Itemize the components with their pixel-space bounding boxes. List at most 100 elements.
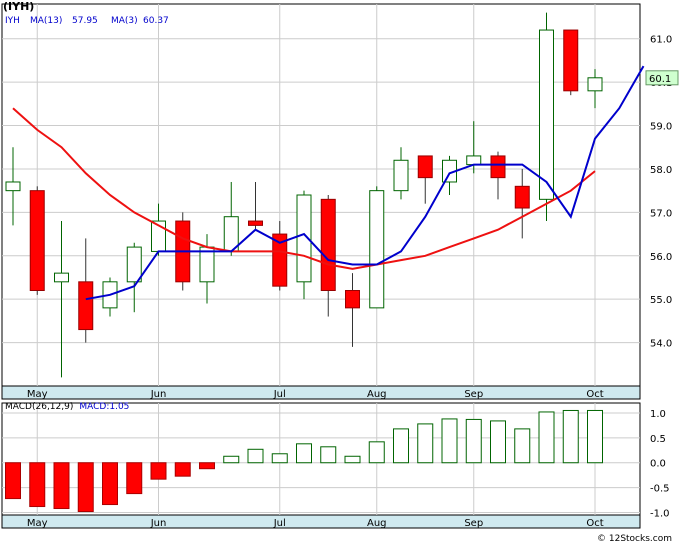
candle-body	[5, 181, 21, 192]
candle	[126, 242, 142, 313]
macd-bar	[417, 423, 434, 464]
candle-body	[466, 155, 482, 166]
legend-ma3-value: 60.37	[143, 16, 169, 26]
ticker-label: (IYH)	[3, 0, 35, 13]
legend-ma13-value: 57.95	[72, 16, 98, 26]
candle	[54, 221, 69, 378]
macd-y-tick-label: -1.0	[650, 509, 670, 520]
candle-body	[514, 185, 530, 209]
candle	[417, 155, 433, 204]
candle	[514, 168, 530, 239]
price-x-tick-label: Sep	[464, 389, 483, 400]
candle	[320, 195, 336, 317]
price-x-tick-label: Jul	[273, 389, 286, 400]
legend-symbol: IYH	[5, 16, 20, 26]
macd-x-axis-band	[1, 514, 641, 529]
macd-bar	[53, 462, 70, 510]
candle-body	[78, 281, 94, 331]
macd-bar	[490, 420, 506, 464]
macd-legend: MACD(26,12,9) MACD:1.05	[5, 402, 129, 412]
macd-legend-value: MACD:1.05	[79, 402, 130, 412]
macd-y-tick-label: 0.5	[650, 434, 666, 445]
macd-bar	[368, 441, 385, 464]
candle-body	[296, 194, 312, 283]
candle-body	[490, 155, 506, 179]
copyright-text: © 12Stocks.com	[597, 534, 672, 544]
macd-bar	[174, 462, 191, 477]
macd-y-tick-label: -0.5	[650, 484, 670, 495]
price-y-tick-label: 59.0	[650, 122, 672, 133]
candle-body	[126, 246, 142, 283]
candle-body	[417, 155, 433, 179]
macd-bar	[223, 455, 240, 464]
price-y-tick-label: 56.0	[650, 252, 672, 263]
macd-x-tick-label: May	[27, 518, 48, 529]
macd-bar	[102, 462, 118, 506]
candle	[563, 29, 579, 96]
candle	[272, 221, 288, 291]
price-panel	[1, 3, 641, 387]
macd-bar	[587, 409, 603, 464]
candle	[29, 186, 45, 295]
last-price-badge-text: 60.1	[649, 74, 671, 85]
candle-body	[248, 220, 263, 226]
candle-body	[54, 272, 69, 283]
macd-bar	[514, 428, 531, 464]
macd-x-tick-label: Aug	[367, 518, 387, 529]
price-y-tick-label: 54.0	[650, 339, 672, 350]
candle	[248, 181, 263, 230]
candle	[5, 147, 21, 226]
macd-bar	[247, 448, 264, 464]
candle-body	[563, 29, 579, 92]
candle	[296, 190, 312, 300]
candle	[78, 238, 94, 343]
macd-bar	[77, 462, 94, 513]
candle-body	[320, 198, 336, 291]
candle-body	[393, 159, 409, 192]
candle-body	[345, 290, 360, 309]
candle	[393, 147, 409, 200]
macd-bar	[465, 418, 482, 464]
candle	[587, 69, 603, 109]
macd-bar	[271, 453, 288, 464]
price-x-tick-label: Jun	[150, 389, 167, 400]
macd-x-tick-label: Jun	[150, 518, 167, 529]
macd-bar	[296, 443, 312, 464]
macd-y-tick-label: 1.0	[650, 409, 666, 420]
price-y-tick-label: 55.0	[650, 295, 672, 306]
price-y-tick-label: 58.0	[650, 165, 672, 176]
candle-body	[29, 190, 45, 291]
macd-bar	[393, 428, 409, 464]
legend-ma3-label: MA(3)	[111, 16, 138, 26]
macd-bar	[441, 418, 458, 464]
macd-bar	[562, 409, 579, 464]
price-x-tick-label: May	[27, 389, 48, 400]
price-y-tick-label: 61.0	[650, 35, 672, 46]
macd-bar	[150, 462, 167, 480]
candle-body	[272, 233, 288, 287]
last-price-badge	[645, 70, 679, 86]
ma13-line	[12, 107, 596, 270]
candle-body	[369, 190, 385, 309]
candle-body	[587, 77, 603, 92]
price-y-tick-label: 57.0	[650, 208, 672, 219]
legend-ma13-label: MA(13)	[30, 16, 63, 26]
price-x-axis-band	[1, 385, 641, 400]
candle-body	[539, 29, 554, 200]
macd-bar	[320, 446, 337, 464]
candle	[539, 12, 554, 222]
macd-bar	[199, 462, 215, 470]
ma3-line	[85, 65, 645, 301]
price-x-tick-label: Aug	[367, 389, 387, 400]
macd-bar	[5, 462, 21, 500]
macd-bar	[538, 411, 555, 464]
macd-x-tick-label: Oct	[586, 518, 603, 529]
macd-bar	[29, 462, 46, 508]
macd-x-tick-label: Sep	[464, 518, 483, 529]
candle	[490, 151, 506, 200]
macd-legend-label: MACD(26,12,9)	[5, 402, 74, 412]
macd-bar	[344, 455, 361, 464]
price-x-tick-label: Oct	[586, 389, 603, 400]
